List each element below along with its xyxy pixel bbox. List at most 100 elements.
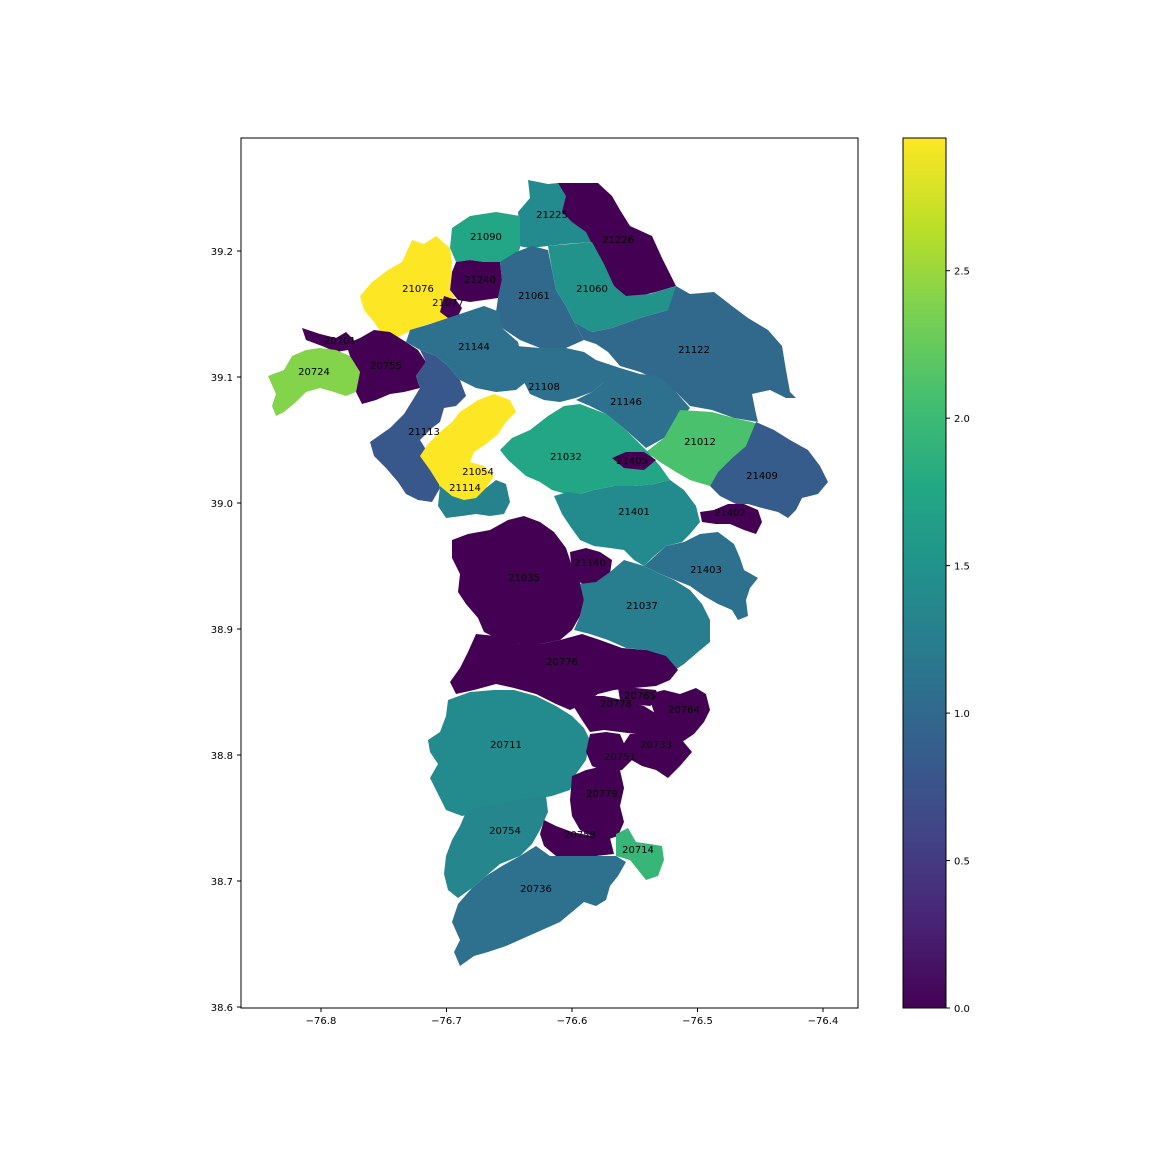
- x-axis-ticks: −76.8 −76.7 −76.6 −76.5 −76.4: [306, 1008, 838, 1027]
- zip-label-21090: 21090: [470, 232, 502, 243]
- region-21037: [574, 560, 710, 672]
- zip-label-20779: 20779: [586, 789, 618, 800]
- region-20755: [346, 330, 426, 404]
- region-20724: [268, 348, 360, 416]
- zip-label-21403: 21403: [690, 565, 722, 576]
- colorbar: [902, 137, 947, 1009]
- zip-label-20758: 20758: [564, 830, 596, 841]
- zip-label-20724: 20724: [298, 367, 330, 378]
- region-20733: [622, 728, 692, 778]
- map-axes-frame: [240, 137, 859, 1009]
- zip-label-21122: 21122: [678, 345, 710, 356]
- zip-label-21113: 21113: [408, 427, 440, 438]
- region-21060: [548, 242, 680, 332]
- zip-label-21012: 21012: [684, 437, 716, 448]
- map-labels: 21225 21226 21090 21240 21076 21077 21061 21060…: [298, 210, 778, 895]
- region-20776: [450, 634, 678, 710]
- zip-label-20764: 20764: [668, 705, 700, 716]
- zip-label-20778: 20778: [600, 699, 632, 710]
- region-21113: [370, 350, 466, 502]
- colorbar-ticks: 0.0 0.5 1.0 1.5 2.0 2.5: [946, 267, 970, 1015]
- zip-label-20701: 20701: [324, 336, 356, 347]
- region-21061: [496, 246, 584, 348]
- zip-label-21240: 21240: [464, 275, 496, 286]
- y-tick-label: 38.7: [211, 877, 233, 888]
- zip-label-21401: 21401: [618, 507, 650, 518]
- zip-label-20751: 20751: [604, 752, 636, 763]
- region-21035: [452, 516, 584, 644]
- zip-label-21108: 21108: [528, 382, 560, 393]
- zip-label-20776: 20776: [546, 657, 578, 668]
- region-21240: [450, 260, 502, 302]
- x-tick-label: −76.7: [431, 1016, 462, 1027]
- region-20765: [618, 688, 660, 706]
- region-20736: [452, 846, 626, 966]
- region-21108: [516, 346, 608, 402]
- region-20751: [586, 732, 632, 772]
- colorbar-tick-label: 2.5: [954, 267, 970, 278]
- region-21054: [420, 394, 516, 500]
- region-21012: [646, 410, 774, 486]
- region-21409: [710, 422, 828, 518]
- zip-label-21144: 21144: [458, 342, 490, 353]
- map-regions: [268, 180, 828, 966]
- zip-label-21060: 21060: [576, 284, 608, 295]
- x-tick-label: −76.8: [306, 1016, 337, 1027]
- region-21225: [518, 180, 592, 248]
- region-20764: [648, 688, 710, 742]
- zip-label-21077: 21077: [432, 298, 464, 309]
- y-axis-ticks: 38.6 38.7 38.8 38.9 39.0 39.1 39.2: [211, 247, 241, 1014]
- zip-label-21061: 21061: [518, 291, 550, 302]
- colorbar-tick-label: 0.5: [954, 857, 970, 868]
- colorbar-tick-label: 1.0: [954, 709, 970, 720]
- colorbar-tick-label: 1.5: [954, 562, 970, 573]
- y-tick-label: 38.8: [211, 751, 233, 762]
- zip-label-21140: 21140: [574, 558, 606, 569]
- zip-label-21226: 21226: [602, 235, 634, 246]
- zip-label-20754: 20754: [489, 826, 521, 837]
- zip-label-21032: 21032: [550, 452, 582, 463]
- region-20779: [570, 766, 624, 840]
- region-21032: [500, 404, 670, 494]
- region-21114: [438, 480, 510, 518]
- y-tick-label: 39.1: [211, 373, 233, 384]
- region-20778: [572, 696, 666, 736]
- zip-label-21037: 21037: [626, 601, 658, 612]
- zip-label-20711: 20711: [490, 740, 522, 751]
- y-tick-label: 39.2: [211, 247, 233, 258]
- region-20758: [540, 820, 614, 856]
- region-21140: [570, 548, 612, 584]
- region-21401: [554, 480, 700, 566]
- zip-label-21402: 21402: [714, 508, 746, 519]
- region-21226: [558, 183, 676, 298]
- region-21144: [406, 306, 526, 392]
- zip-label-21054: 21054: [462, 467, 494, 478]
- region-21403: [644, 532, 758, 620]
- zip-label-21076: 21076: [402, 284, 434, 295]
- region-21146: [576, 360, 690, 448]
- zip-label-21114: 21114: [449, 483, 481, 494]
- region-21076: [360, 236, 460, 338]
- region-21122: [574, 286, 796, 422]
- zip-label-20736: 20736: [520, 884, 552, 895]
- y-tick-label: 38.6: [211, 1003, 233, 1014]
- region-20701: [302, 328, 354, 352]
- zip-label-21035: 21035: [508, 573, 540, 584]
- zip-label-21405: 21405: [616, 456, 648, 467]
- region-20714: [616, 828, 664, 880]
- zip-label-21409: 21409: [746, 471, 778, 482]
- region-21077: [440, 296, 462, 318]
- zip-label-21225: 21225: [536, 210, 568, 221]
- zip-label-21146: 21146: [610, 397, 642, 408]
- colorbar-tick-label: 2.0: [954, 414, 970, 425]
- region-21090: [450, 212, 520, 262]
- colorbar-tick-label: 0.0: [954, 1004, 970, 1015]
- x-tick-label: −76.6: [557, 1016, 588, 1027]
- zip-label-20765: 20765: [624, 691, 656, 702]
- region-21402: [700, 504, 762, 534]
- zip-label-20733: 20733: [640, 740, 672, 751]
- x-tick-label: −76.5: [682, 1016, 713, 1027]
- region-20754: [444, 796, 548, 898]
- zip-label-20755: 20755: [370, 361, 402, 372]
